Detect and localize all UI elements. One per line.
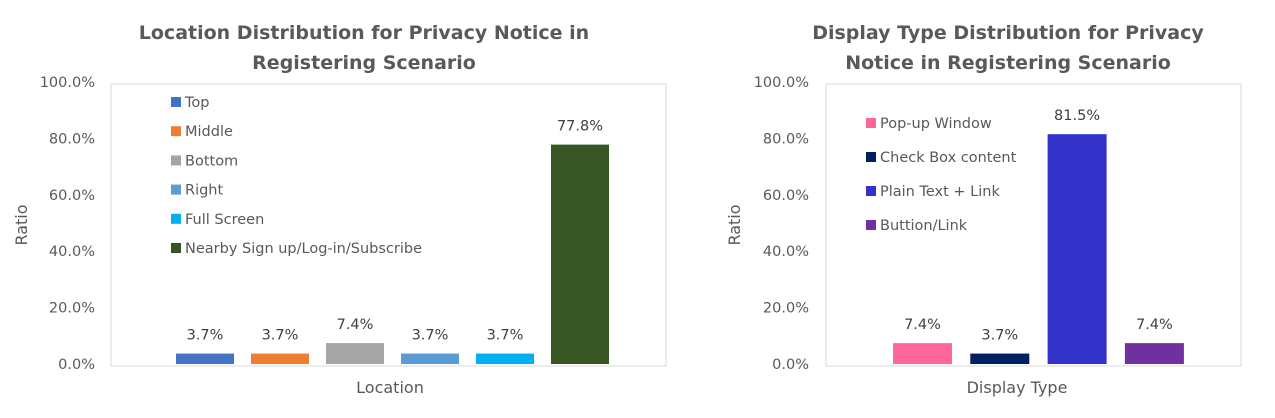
bar-6 [551,144,609,364]
legend-swatch [171,243,181,253]
bars [176,144,609,364]
legend-swatch [171,97,181,107]
legend-swatch [866,152,876,162]
legend-entry-label: Right [185,183,223,199]
plot-area-frame [110,83,667,367]
legend-entry-label: Plain Text + Link [880,184,1000,200]
y-tick-label: 0.0% [772,357,809,373]
y-axis-label: Ratio [12,204,31,245]
legend-swatch [171,184,181,195]
chart-location: Location Distribution for Privacy Notice… [12,22,667,397]
legend-entry-label: Check Box content [880,150,1017,166]
chart-title-line-1: Location Distribution for Privacy Notice… [139,22,589,44]
data-label-2: 3.7% [981,328,1018,344]
legend-swatch [866,118,876,128]
bar-4 [1124,343,1184,364]
data-label-1: 3.7% [187,328,224,344]
y-axis-ticks: 0.0% 20.0% 40.0% 60.0% 80.0% 100.0% [40,75,95,373]
y-tick-label: 20.0% [763,301,809,317]
data-labels: 3.7% 3.7% 7.4% 3.7% 3.7% 77.8% [187,119,603,344]
bar-2 [251,353,309,364]
legend-swatch [171,213,181,224]
y-tick-label: 40.0% [49,244,95,260]
legend-entry-label: Nearby Sign up/Log-in/Subscribe [185,241,422,257]
y-tick-label: 20.0% [49,301,95,317]
data-label-2: 3.7% [262,328,299,344]
legend: Pop-up Window Check Box content Plain Text… [866,116,1017,234]
bar-4 [401,353,459,364]
x-axis-label: Display Type [967,378,1068,397]
y-tick-label: 40.0% [763,244,809,260]
data-label-6: 77.8% [557,119,603,135]
data-label-3: 7.4% [337,317,374,333]
chart-title-line-1: Display Type Distribution for Privacy [812,22,1204,44]
legend-entry-label: Top [184,95,209,111]
legend-entry-label: Middle [185,124,233,140]
bars [893,134,1184,364]
legend-entry-label: Pop-up Window [880,116,992,132]
y-tick-label: 0.0% [58,357,95,373]
bar-1 [176,353,234,364]
y-tick-label: 60.0% [763,188,809,204]
legend-swatch [171,126,181,137]
chart-title-line-2: Registering Scenario [252,52,476,74]
legend-entry-label: Bottom [185,153,238,169]
legend-entry-label: Full Screen [185,212,264,228]
y-tick-label: 60.0% [49,188,95,204]
y-tick-label: 80.0% [763,131,809,147]
x-axis-label: Location [356,378,424,397]
y-axis-ticks: 0.0% 20.0% 40.0% 60.0% 80.0% 100.0% [754,75,809,373]
legend: Top Middle Bottom Right Full Screen Nearby Si… [171,95,422,257]
data-label-5: 3.7% [487,328,524,344]
legend-swatch [866,186,876,196]
bar-3 [1047,134,1107,364]
data-label-1: 7.4% [904,317,941,333]
data-labels: 7.4% 3.7% 81.5% 7.4% [904,108,1173,343]
y-tick-label: 100.0% [754,75,809,91]
y-tick-label: 100.0% [40,75,95,91]
data-label-4: 3.7% [412,328,449,344]
legend-entry-label: Buttion/Link [880,218,968,234]
bar-2 [970,353,1030,364]
chart-title-line-2: Notice in Registering Scenario [845,52,1171,74]
bar-5 [476,353,534,364]
chart-display-type: Display Type Distribution for Privacy No… [725,22,1242,397]
data-label-4: 7.4% [1136,317,1173,333]
legend-swatch [866,220,876,230]
legend-swatch [171,155,181,166]
plot-area-frame [825,83,1242,367]
data-label-3: 81.5% [1054,108,1100,124]
y-axis-label: Ratio [725,204,744,245]
bar-3 [326,343,384,364]
bar-1 [893,343,952,364]
y-tick-label: 80.0% [49,131,95,147]
